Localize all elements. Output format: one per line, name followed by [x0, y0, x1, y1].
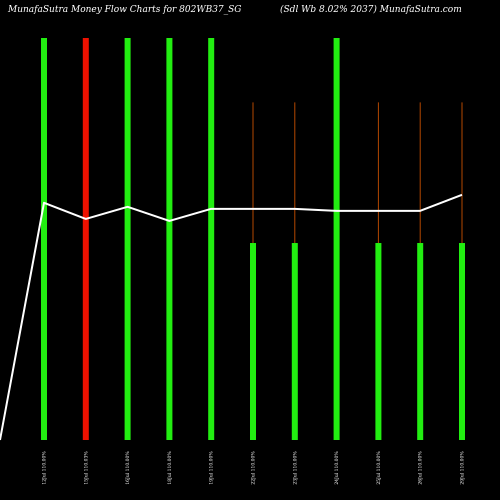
x-tick-label-2: 16Jul 110.00% — [125, 451, 131, 485]
money-flow-bar-10 — [459, 243, 465, 440]
x-tick-labels: 12Jul 110.00% 15Jul 110.03% 16Jul 110.00% 1… — [42, 451, 466, 485]
chart-title-right: (Sdl Wb 8.02% 2037) MunafaSutra.com — [280, 4, 462, 15]
x-tick-label-0: 12Jul 110.00% — [42, 451, 48, 485]
money-flow-bar-3 — [166, 38, 173, 440]
x-tick-label-6: 23Jul 110.00% — [292, 451, 298, 485]
money-flow-bar-6 — [291, 243, 298, 440]
money-flow-bar-0 — [41, 38, 47, 440]
money-flow-line — [0, 193, 463, 441]
bar-layer — [41, 38, 465, 440]
money-flow-bar-2 — [124, 38, 131, 440]
money-flow-bar-5 — [250, 243, 256, 440]
x-tick-label-10: 29Jul 110.00% — [460, 451, 466, 485]
money-flow-bar-7 — [333, 38, 340, 440]
x-tick-label-9: 26Jul 110.00% — [418, 451, 424, 485]
money-flow-bar-8 — [375, 243, 382, 440]
x-tick-label-5: 22Jul 110.00% — [251, 451, 257, 485]
wick-layer — [252, 102, 463, 244]
x-tick-label-7: 24Jul 110.00% — [334, 451, 340, 485]
x-tick-label-1: 15Jul 110.03% — [83, 451, 89, 485]
chart-title-left: MunafaSutra Money Flow Charts for 802WB3… — [7, 5, 242, 15]
flow-line-layer — [0, 193, 463, 441]
money-flow-bar-1 — [82, 38, 89, 440]
x-tick-label-4: 19Jul 110.00% — [209, 451, 215, 485]
x-tick-label-8: 25Jul 110.00% — [376, 451, 382, 485]
money-flow-bar-9 — [417, 243, 424, 440]
money-flow-bar-4 — [208, 38, 215, 440]
x-tick-label-3: 18Jul 110.00% — [167, 451, 173, 485]
